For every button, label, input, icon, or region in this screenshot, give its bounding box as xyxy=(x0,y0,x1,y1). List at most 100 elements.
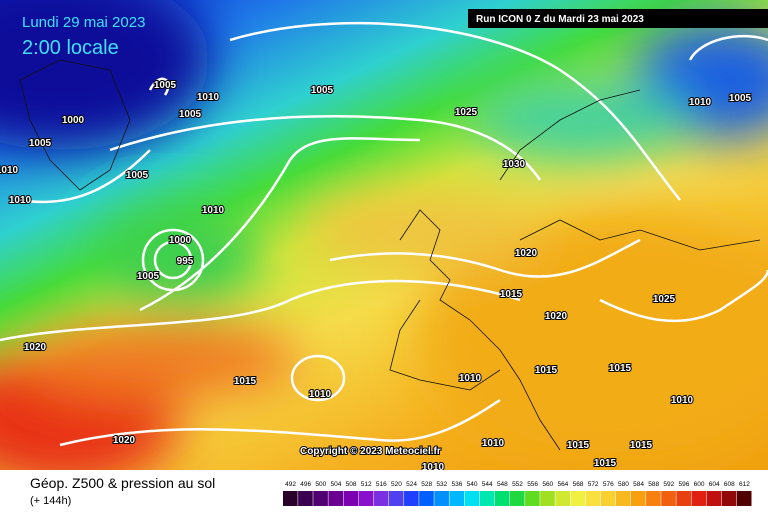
isobar-labels: 1005 1010 1005 1000 1005 1010 1005 1010 1005 1025… xyxy=(0,79,753,474)
scale-label: 528 xyxy=(421,481,432,488)
scale-label: 608 xyxy=(724,481,735,488)
isobar-label: 1020 xyxy=(113,435,136,446)
scale-label: 604 xyxy=(709,481,720,488)
scale-label: 556 xyxy=(527,481,538,488)
isobar-label: 1010 xyxy=(197,92,220,103)
isobars xyxy=(0,21,768,447)
legend-subtitle: (+ 144h) xyxy=(30,495,71,507)
isobar-label: 1005 xyxy=(729,93,752,104)
scale-label: 568 xyxy=(573,481,584,488)
isobar-label: 1010 xyxy=(202,205,225,216)
scale-label: 544 xyxy=(482,481,493,488)
scale-label: 596 xyxy=(678,481,689,488)
scale-swatch xyxy=(676,491,691,506)
scale-label: 552 xyxy=(512,481,523,488)
scale-swatch xyxy=(646,491,661,506)
scale-swatch xyxy=(328,491,344,506)
scale-swatch xyxy=(404,491,419,506)
scale-label: 492 xyxy=(285,481,296,488)
scale-label: 512 xyxy=(361,481,372,488)
isobar-label: 1020 xyxy=(515,248,538,259)
scale-label: 504 xyxy=(331,481,342,488)
run-banner xyxy=(468,9,768,28)
scale-swatch xyxy=(615,491,631,506)
legend-title: Géop. Z500 & pression au sol xyxy=(30,475,215,491)
scale-swatch xyxy=(600,491,616,506)
copyright: Copyright © 2023 Meteociel.fr xyxy=(300,446,441,457)
isobar-label: 1000 xyxy=(169,235,192,246)
isobar-label: 1015 xyxy=(500,289,523,300)
scale-label: 508 xyxy=(346,481,357,488)
scale-label: 584 xyxy=(633,481,644,488)
scale-swatch xyxy=(630,491,646,506)
scale-swatch xyxy=(358,491,374,506)
scale-swatch xyxy=(343,491,359,506)
map-title: Lundi 29 mai 2023 xyxy=(22,14,145,31)
scale-label: 576 xyxy=(603,481,614,488)
isobar-label: 1005 xyxy=(179,109,202,120)
isobar-label: 1010 xyxy=(0,165,19,176)
isobar-label: 1010 xyxy=(671,395,694,406)
scale-swatch xyxy=(479,491,495,506)
scale-label: 592 xyxy=(663,481,674,488)
scale-swatch xyxy=(525,491,540,506)
scale-swatch xyxy=(449,491,465,506)
scale-swatch xyxy=(464,491,480,506)
run-info: Run ICON 0 Z du Mardi 23 mai 2023 xyxy=(476,14,644,25)
isobar-label: 1025 xyxy=(653,294,676,305)
scale-label: 564 xyxy=(557,481,568,488)
isobar-label: 1005 xyxy=(126,170,149,181)
scale-swatch xyxy=(555,491,570,506)
scale-label: 536 xyxy=(452,481,463,488)
scale-swatch xyxy=(661,491,676,506)
scale-swatch xyxy=(283,491,298,506)
field-shading xyxy=(0,0,768,490)
scale-swatch xyxy=(585,491,601,506)
isobar-label: 1010 xyxy=(482,438,505,449)
isobar-label: 1015 xyxy=(630,440,653,451)
map-time: 2:00 locale xyxy=(22,37,119,59)
scale-label: 500 xyxy=(315,481,326,488)
scale-label: 612 xyxy=(739,481,750,488)
isobar-label: 1005 xyxy=(29,138,52,149)
scale-label: 520 xyxy=(391,481,402,488)
isobar-label: 1030 xyxy=(503,159,526,170)
scale-label: 588 xyxy=(648,481,659,488)
isobar-label: 1010 xyxy=(459,373,482,384)
isobar-label: 1005 xyxy=(311,85,334,96)
scale-swatch xyxy=(313,491,328,506)
scale-swatch xyxy=(373,491,389,506)
scale-label: 540 xyxy=(467,481,478,488)
isobar-label: 1015 xyxy=(594,458,617,469)
isobar-label: 1015 xyxy=(535,365,558,376)
isobar-label: 1005 xyxy=(137,271,160,282)
isobar-label: 1015 xyxy=(567,440,590,451)
isobar-label: 1015 xyxy=(609,363,632,374)
scale-swatch xyxy=(388,491,404,506)
scale-label: 580 xyxy=(618,481,629,488)
isobar-label: 1015 xyxy=(234,376,257,387)
isobar-label: 1020 xyxy=(545,311,568,322)
scale-swatch xyxy=(509,491,525,506)
scale-swatch xyxy=(691,491,707,506)
isobar-label: 1000 xyxy=(62,115,85,126)
isobar-label: 1020 xyxy=(24,342,47,353)
scale-swatch xyxy=(540,491,555,506)
scale-swatch xyxy=(706,491,722,506)
scale-swatch xyxy=(736,491,752,506)
isobar-label: 1010 xyxy=(689,97,712,108)
scale-swatch xyxy=(419,491,434,506)
isobar-label: 1025 xyxy=(455,107,478,118)
isobar-label: 1005 xyxy=(154,80,177,91)
color-scale: 492 496 500 504 508 512 516 520 524 528 532 536 540 5… xyxy=(283,481,752,506)
scale-swatch xyxy=(721,491,737,506)
scale-swatch xyxy=(494,491,510,506)
scale-label: 496 xyxy=(300,481,311,488)
scale-label: 548 xyxy=(497,481,508,488)
scale-label: 524 xyxy=(406,481,417,488)
scale-label: 560 xyxy=(542,481,553,488)
isobar-label: 1010 xyxy=(9,195,32,206)
scale-swatch xyxy=(298,491,313,506)
scale-label: 516 xyxy=(376,481,387,488)
